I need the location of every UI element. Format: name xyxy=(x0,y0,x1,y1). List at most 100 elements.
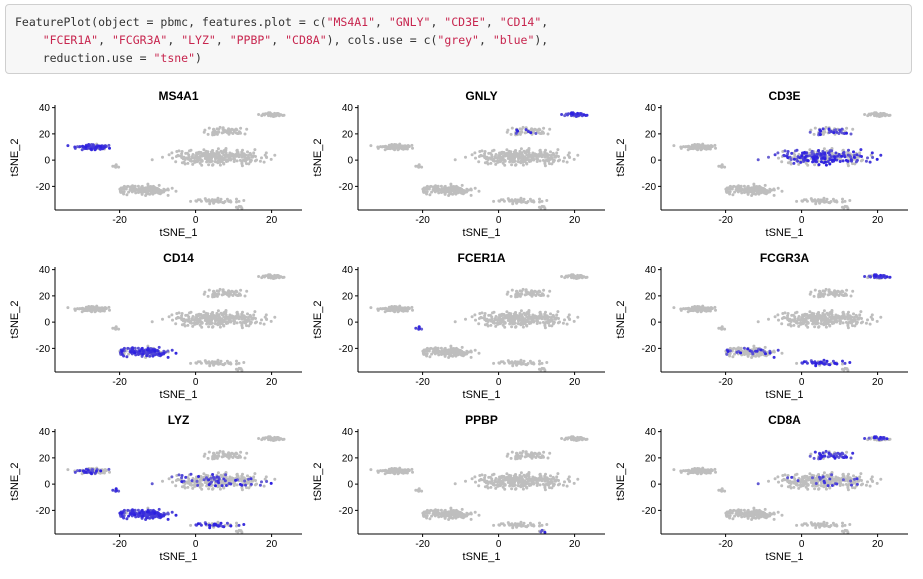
x-tick-label: -20 xyxy=(415,377,430,388)
cell-point xyxy=(515,289,519,293)
cell-point xyxy=(794,311,797,315)
cell-point xyxy=(576,276,580,280)
cell-point xyxy=(502,320,505,324)
cell-point xyxy=(208,160,212,164)
cell-point xyxy=(433,190,437,194)
x-tick-label: 0 xyxy=(496,377,502,388)
cell-point xyxy=(841,362,844,366)
cell-point xyxy=(776,151,780,155)
cell-point xyxy=(277,114,281,118)
cell-point xyxy=(513,198,517,202)
cell-point xyxy=(515,201,519,205)
cell-point xyxy=(792,319,796,323)
cell-point xyxy=(469,193,473,197)
cell-point xyxy=(535,128,539,132)
cell-point xyxy=(171,156,174,160)
cell-point xyxy=(811,199,814,203)
cell-point xyxy=(516,129,520,133)
cell-point xyxy=(477,322,481,326)
code-line: FeaturePlot(object = pbmc, features.plot… xyxy=(15,15,549,29)
cell-point xyxy=(543,164,547,168)
cell-point xyxy=(507,149,511,153)
x-axis-label: tSNE_1 xyxy=(160,227,198,239)
x-tick-label: 20 xyxy=(266,377,278,388)
cell-point xyxy=(233,157,237,161)
cell-point xyxy=(693,146,697,150)
cell-point xyxy=(731,185,735,189)
cell-point xyxy=(572,157,576,161)
cell-point xyxy=(156,188,160,192)
cell-point xyxy=(521,158,525,162)
cell-point xyxy=(815,152,819,156)
cell-point xyxy=(156,349,160,353)
cell-point xyxy=(253,483,257,487)
cell-point xyxy=(491,311,494,315)
cell-point xyxy=(187,153,191,157)
cell-point xyxy=(682,145,685,149)
cell-point xyxy=(131,346,134,350)
cell-point xyxy=(227,294,231,298)
cell-point xyxy=(235,483,239,487)
cell-point xyxy=(502,151,506,154)
cell-point xyxy=(263,315,267,319)
cell-point xyxy=(511,160,515,164)
cell-point xyxy=(127,190,131,194)
cell-point xyxy=(570,112,574,116)
cell-point xyxy=(441,351,445,355)
cell-point xyxy=(823,157,827,161)
cell-point xyxy=(539,206,543,210)
cell-point xyxy=(524,128,528,132)
cell-point xyxy=(152,188,156,192)
cell-point xyxy=(102,470,106,474)
cell-point xyxy=(800,318,804,322)
cell-point xyxy=(490,153,494,157)
cell-point xyxy=(537,154,541,158)
cell-point xyxy=(217,160,221,164)
y-tick-label: 20 xyxy=(342,129,354,140)
cell-point xyxy=(497,199,501,203)
cell-point xyxy=(236,368,240,372)
cell-point xyxy=(817,293,821,297)
cell-point xyxy=(91,146,95,150)
cell-point xyxy=(489,319,493,323)
cell-point xyxy=(138,189,142,193)
cell-point xyxy=(122,190,126,194)
cell-point xyxy=(151,184,155,188)
cell-point xyxy=(117,165,121,169)
cell-point xyxy=(505,148,509,152)
cell-point xyxy=(209,319,213,323)
cell-point xyxy=(817,325,820,329)
cell-point xyxy=(66,144,70,148)
x-axis-label: tSNE_1 xyxy=(766,389,804,401)
cell-point xyxy=(838,290,842,294)
cell-point xyxy=(240,326,244,330)
cell-point xyxy=(460,345,464,349)
cell-point xyxy=(170,475,174,479)
cell-point xyxy=(218,287,222,291)
y-tick-label: 20 xyxy=(645,291,657,302)
cell-point xyxy=(545,154,549,158)
cell-point xyxy=(254,317,257,320)
cell-point xyxy=(446,187,450,191)
cell-point xyxy=(499,321,503,325)
cell-point xyxy=(266,274,270,278)
cell-point xyxy=(565,322,569,326)
cell-point xyxy=(281,114,285,117)
cell-point xyxy=(556,321,560,325)
cell-point xyxy=(557,317,560,320)
cell-point xyxy=(281,276,285,279)
cell-point xyxy=(237,155,241,159)
cell-point xyxy=(137,187,141,191)
cell-point xyxy=(436,184,440,188)
cell-point xyxy=(242,361,246,364)
cell-point xyxy=(524,151,528,155)
cell-point xyxy=(252,313,256,317)
cell-point xyxy=(828,201,832,205)
cell-point xyxy=(833,319,837,323)
cell-point xyxy=(539,368,543,372)
cell-point xyxy=(514,149,518,152)
cell-point xyxy=(530,319,534,323)
cell-point xyxy=(218,125,222,129)
cell-point xyxy=(714,308,717,312)
